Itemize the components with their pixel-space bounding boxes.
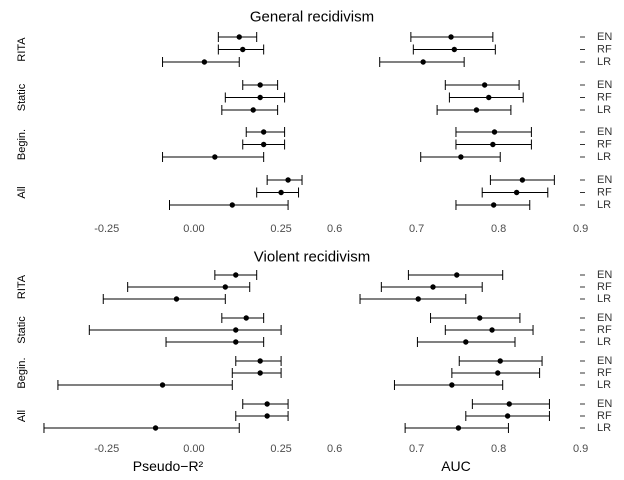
group-label: Static <box>16 316 28 344</box>
x-tick-label: 0.7 <box>409 223 424 235</box>
series-label: LR <box>597 56 611 68</box>
group-label: All <box>16 186 28 198</box>
panel-title: Violent recidivism <box>254 249 370 266</box>
panel-title: General recidivism <box>250 9 374 26</box>
point-estimate <box>233 327 239 333</box>
group-label: Begin. <box>16 357 28 388</box>
point-estimate <box>264 413 270 419</box>
point-estimate <box>229 202 235 208</box>
x-tick-label: 0.00 <box>183 443 204 455</box>
series-label: LR <box>597 104 611 116</box>
group-label: RITA <box>16 37 28 62</box>
point-estimate <box>233 339 239 345</box>
x-tick-label: 0.8 <box>491 443 506 455</box>
series-label: EN <box>597 312 612 324</box>
point-estimate <box>264 401 270 407</box>
series-label: LR <box>597 379 611 391</box>
series-label: RF <box>597 187 612 199</box>
x-tick-label: -0.25 <box>94 223 119 235</box>
point-estimate <box>448 34 454 40</box>
series-label: LR <box>597 293 611 305</box>
point-estimate <box>173 296 180 302</box>
x-tick-label: 0.9 <box>573 443 588 455</box>
group-label: All <box>16 410 28 422</box>
point-estimate <box>451 46 458 53</box>
point-estimate <box>250 107 256 113</box>
point-estimate <box>458 154 464 160</box>
point-estimate <box>236 34 242 40</box>
point-estimate <box>152 425 159 431</box>
series-label: RF <box>597 281 612 293</box>
point-estimate <box>490 202 497 208</box>
point-estimate <box>278 189 284 196</box>
point-estimate <box>504 413 511 419</box>
point-estimate <box>212 154 218 160</box>
series-label: EN <box>597 79 612 91</box>
point-estimate <box>260 129 267 135</box>
point-estimate <box>201 59 208 65</box>
series-label: RF <box>597 44 612 56</box>
point-estimate <box>486 94 492 101</box>
point-estimate <box>257 370 263 376</box>
point-estimate <box>415 296 421 302</box>
point-estimate <box>233 272 239 278</box>
point-estimate <box>473 107 480 113</box>
point-estimate <box>513 189 520 196</box>
series-label: RF <box>597 324 612 336</box>
series-label: EN <box>597 31 612 43</box>
series-label: RF <box>597 367 612 379</box>
point-estimate <box>455 425 462 431</box>
point-estimate <box>489 327 495 333</box>
point-estimate <box>477 315 483 321</box>
series-label: EN <box>597 398 612 410</box>
point-estimate <box>519 177 526 183</box>
point-estimate <box>495 370 501 376</box>
point-estimate <box>260 141 267 148</box>
x-tick-label: 0.8 <box>491 223 506 235</box>
point-estimate <box>449 382 455 388</box>
x-tick-label: 0.25 <box>270 443 291 455</box>
point-estimate <box>222 284 229 290</box>
point-estimate <box>257 82 263 88</box>
point-estimate <box>257 358 263 364</box>
point-estimate <box>257 94 263 101</box>
series-label: EN <box>597 355 612 367</box>
point-estimate <box>159 382 166 388</box>
x-tick-label: 0.6 <box>327 223 342 235</box>
group-label: Static <box>16 83 28 111</box>
series-label: EN <box>597 126 612 138</box>
series-label: LR <box>597 336 611 348</box>
x-tick-label: 0.25 <box>270 223 291 235</box>
series-label: LR <box>597 151 611 163</box>
series-label: EN <box>597 174 612 186</box>
x-tick-label: -0.25 <box>94 443 119 455</box>
point-estimate <box>497 358 503 364</box>
series-label: LR <box>597 422 611 434</box>
group-label: Begin. <box>16 129 28 160</box>
point-estimate <box>420 59 426 65</box>
point-estimate <box>481 82 488 88</box>
x-tick-label: 0.9 <box>573 223 588 235</box>
series-label: LR <box>597 199 611 211</box>
series-label: RF <box>597 410 612 422</box>
point-estimate <box>490 141 496 148</box>
point-estimate <box>240 46 246 53</box>
point-estimate <box>463 339 469 345</box>
point-estimate <box>243 315 249 321</box>
series-label: RF <box>597 139 612 151</box>
x-axis-title-right: AUC <box>441 458 471 474</box>
point-estimate <box>430 284 436 290</box>
series-label: RF <box>597 92 612 104</box>
x-tick-label: 0.00 <box>183 223 204 235</box>
x-tick-label: 0.6 <box>327 443 342 455</box>
point-estimate <box>285 177 291 183</box>
point-estimate <box>506 401 512 407</box>
x-tick-label: 0.7 <box>409 443 424 455</box>
series-label: EN <box>597 269 612 281</box>
group-label: RITA <box>16 274 28 299</box>
x-axis-title-left: Pseudo−R² <box>133 458 204 474</box>
point-estimate <box>491 129 498 135</box>
point-estimate <box>454 272 460 278</box>
